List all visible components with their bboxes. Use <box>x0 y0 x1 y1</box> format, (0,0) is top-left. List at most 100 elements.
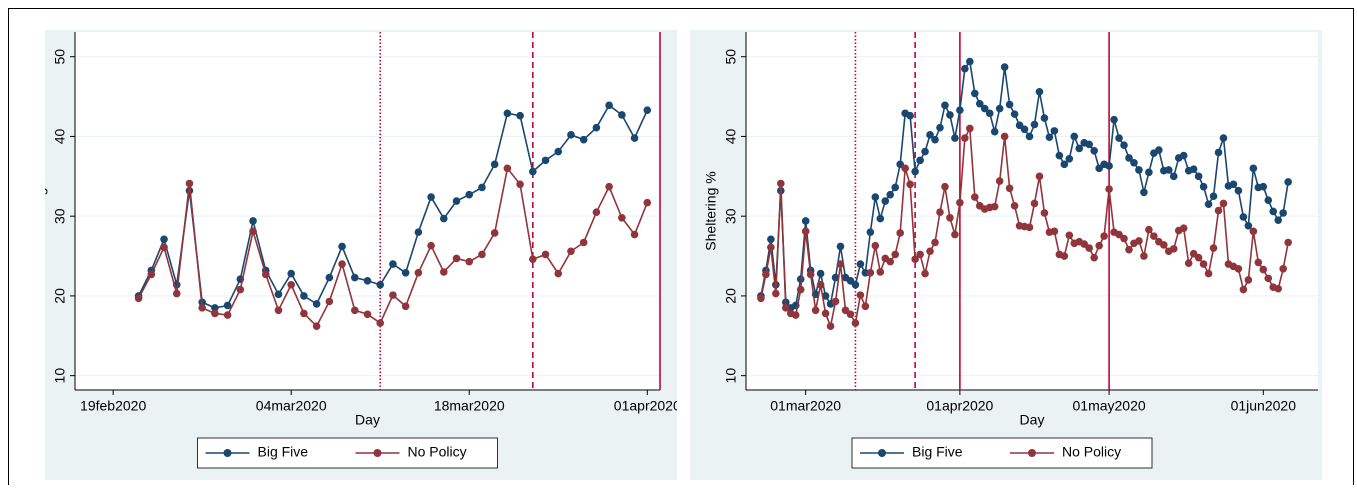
point <box>452 254 461 263</box>
point <box>831 297 840 306</box>
point <box>911 167 919 176</box>
point <box>946 111 954 119</box>
point <box>836 260 845 268</box>
plot-area <box>746 32 1318 390</box>
point <box>503 164 512 173</box>
point <box>921 269 929 278</box>
point <box>1145 168 1153 177</box>
point <box>147 270 156 279</box>
point <box>1065 154 1074 163</box>
point <box>1199 182 1208 191</box>
point <box>618 111 626 119</box>
point <box>223 301 232 310</box>
point <box>1189 165 1198 173</box>
point <box>401 302 410 311</box>
point <box>325 297 334 306</box>
point <box>1105 162 1113 170</box>
point <box>1010 202 1019 210</box>
x-tick-label: 18mar2020 <box>434 398 505 414</box>
point <box>956 198 964 207</box>
point <box>1115 134 1123 142</box>
point <box>363 310 372 319</box>
point <box>440 268 448 276</box>
point <box>300 292 308 300</box>
point <box>401 268 410 277</box>
point <box>931 135 939 144</box>
point <box>1219 134 1228 142</box>
point <box>995 104 1004 113</box>
point <box>529 255 537 264</box>
point <box>851 280 860 289</box>
point <box>971 89 979 98</box>
point <box>1035 87 1044 96</box>
point <box>1249 227 1258 236</box>
point <box>1085 244 1093 252</box>
point <box>1204 269 1213 278</box>
point <box>966 124 974 133</box>
point <box>801 217 810 225</box>
point <box>605 182 613 191</box>
point <box>376 319 385 327</box>
point <box>856 260 865 268</box>
point <box>1000 63 1009 71</box>
point <box>503 109 512 118</box>
legend <box>851 437 1153 469</box>
point <box>376 280 385 289</box>
point <box>1005 100 1014 109</box>
point <box>1060 160 1069 169</box>
point <box>287 269 295 278</box>
point <box>389 260 397 268</box>
point <box>796 285 805 294</box>
point <box>465 257 474 266</box>
x-tick-label: 01apr2020 <box>926 398 993 414</box>
point <box>777 179 785 188</box>
point <box>906 111 914 120</box>
point <box>936 123 944 132</box>
point <box>389 291 397 299</box>
point <box>325 273 334 282</box>
point <box>762 270 770 279</box>
point <box>866 268 875 277</box>
point <box>1125 154 1133 162</box>
point <box>1085 140 1093 149</box>
point <box>826 322 835 331</box>
point <box>592 123 601 132</box>
point <box>1090 147 1098 155</box>
point <box>1239 213 1248 221</box>
point <box>856 291 865 299</box>
point <box>851 319 860 327</box>
legend-marker <box>1028 449 1036 457</box>
point <box>1204 200 1213 209</box>
point <box>567 131 575 139</box>
point <box>956 106 964 114</box>
point <box>1020 125 1029 134</box>
point <box>579 135 588 144</box>
point <box>941 182 949 191</box>
y-tick-label: 10 <box>723 368 739 384</box>
point <box>427 241 435 250</box>
legend-label: Big Five <box>258 444 309 460</box>
point <box>1234 265 1243 273</box>
point <box>1105 185 1113 193</box>
point <box>886 257 895 266</box>
point <box>881 197 890 205</box>
point <box>781 304 790 312</box>
point <box>1140 188 1148 197</box>
point <box>465 190 474 199</box>
point <box>1179 224 1188 232</box>
point <box>961 134 969 142</box>
point <box>831 273 840 282</box>
point <box>1135 237 1143 245</box>
point <box>926 247 934 256</box>
point <box>911 255 919 264</box>
point <box>605 101 613 110</box>
point <box>896 229 904 237</box>
point <box>811 306 820 315</box>
point <box>490 229 499 237</box>
point <box>211 309 219 318</box>
point <box>1199 260 1208 268</box>
point <box>1045 133 1054 142</box>
point <box>223 311 232 319</box>
point <box>1219 199 1228 208</box>
